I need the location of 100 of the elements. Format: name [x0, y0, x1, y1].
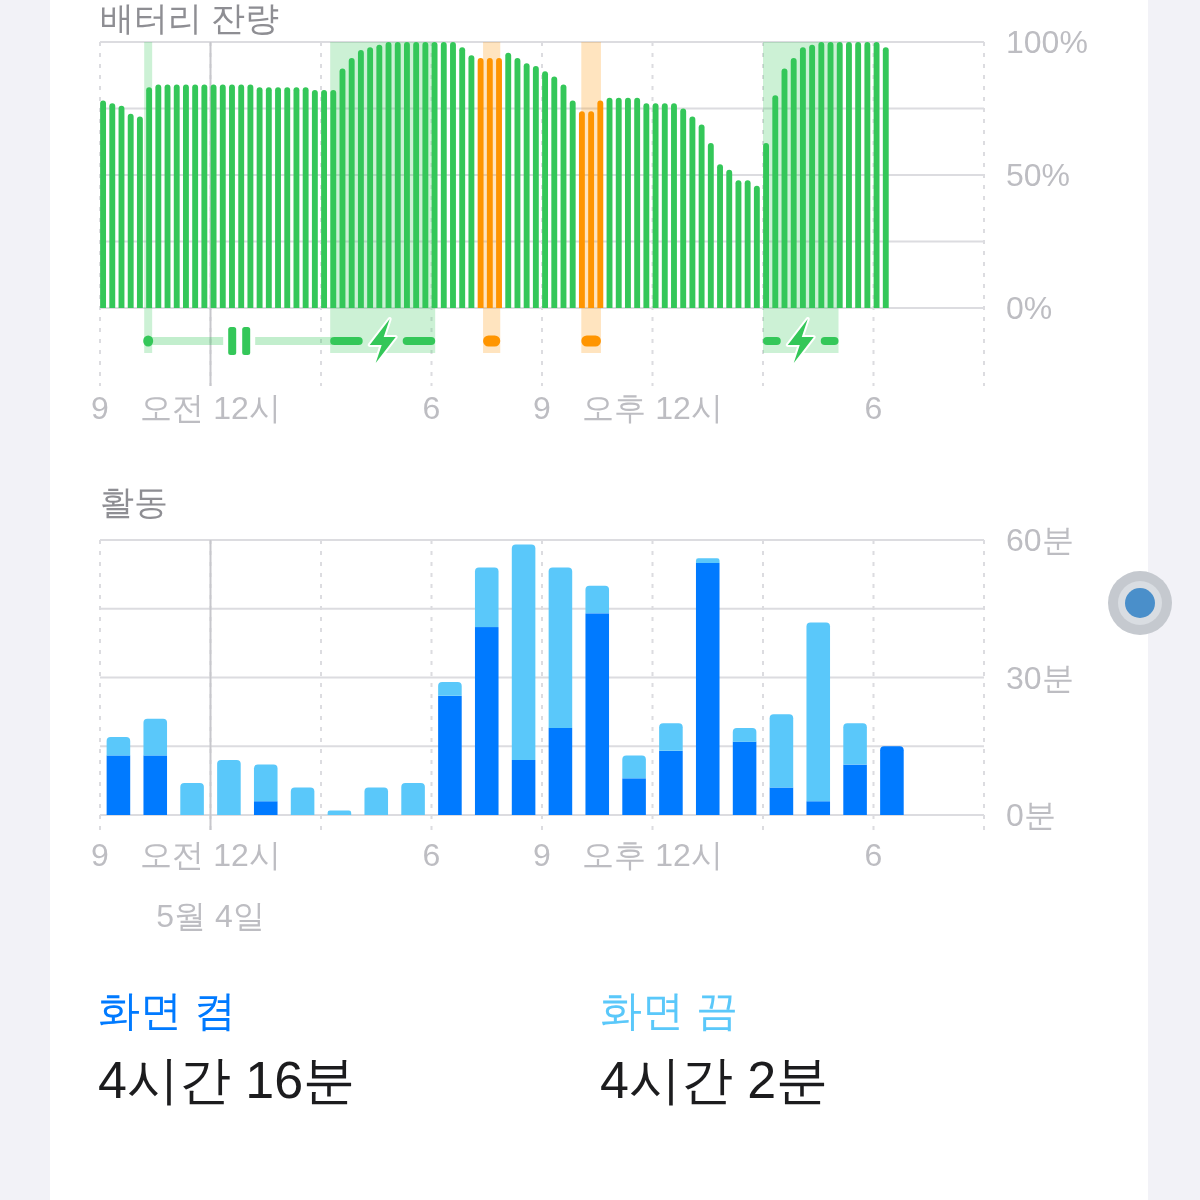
- bar: [625, 97, 631, 308]
- bar: [659, 750, 683, 815]
- bar: [290, 787, 315, 815]
- bar: [744, 180, 751, 308]
- bar: [474, 627, 499, 815]
- y-tick-label: 30분: [1006, 659, 1074, 696]
- bar: [661, 103, 668, 308]
- bar: [100, 100, 107, 308]
- bar: [735, 180, 742, 308]
- bar: [882, 47, 889, 308]
- x-tick-label: 오후 12시: [582, 837, 723, 873]
- bar: [284, 87, 291, 308]
- x-tick-label: 9: [533, 837, 551, 873]
- bar: [180, 782, 204, 815]
- bar: [376, 44, 383, 308]
- y-tick-label: 100%: [1006, 24, 1088, 60]
- bar: [404, 42, 410, 308]
- x-tick-label: 9: [533, 390, 551, 426]
- bar: [622, 755, 646, 779]
- bar: [585, 585, 610, 614]
- bar: [256, 87, 263, 308]
- bar: [253, 801, 278, 815]
- bar: [548, 727, 573, 815]
- bar: [551, 76, 558, 308]
- y-tick-label: 0분: [1006, 797, 1056, 833]
- bar: [327, 810, 352, 815]
- bar: [438, 695, 462, 815]
- bar: [210, 84, 217, 308]
- bar: [422, 42, 429, 308]
- bar: [717, 164, 723, 308]
- bar: [265, 87, 272, 308]
- bar: [622, 778, 646, 815]
- x-tick-label: 6: [864, 390, 883, 426]
- bar: [413, 42, 420, 308]
- bar: [143, 718, 168, 756]
- bar: [143, 755, 168, 815]
- bar: [238, 84, 245, 308]
- bar: [511, 760, 536, 815]
- chart-title: 배터리 잔량: [100, 0, 280, 37]
- bar: [695, 562, 720, 815]
- bar: [459, 47, 466, 308]
- bar: [855, 42, 862, 308]
- bar: [680, 108, 687, 308]
- bar: [364, 787, 389, 815]
- bar: [468, 55, 475, 308]
- bar: [799, 47, 806, 308]
- bar: [753, 185, 760, 308]
- bar: [790, 57, 797, 308]
- bar: [843, 764, 867, 815]
- bar: [615, 97, 622, 308]
- bar: [809, 44, 816, 308]
- bar: [532, 65, 539, 308]
- x-tick-label: 9: [91, 390, 109, 426]
- bar: [275, 87, 281, 308]
- bar: [548, 567, 573, 728]
- bar: [348, 57, 355, 308]
- bar: [201, 84, 208, 308]
- bar: [836, 42, 843, 308]
- bar: [438, 682, 462, 696]
- bar: [671, 103, 677, 308]
- x-tick-label: 9: [91, 837, 109, 873]
- bar: [367, 47, 374, 308]
- bar: [769, 787, 794, 815]
- bar: [659, 723, 683, 751]
- bar: [846, 42, 852, 308]
- bar: [357, 49, 364, 308]
- bar: [293, 87, 300, 308]
- bar: [394, 42, 401, 308]
- bar: [192, 84, 199, 308]
- bar: [806, 801, 831, 815]
- bar: [578, 111, 585, 308]
- bar: [732, 741, 757, 815]
- bar: [569, 100, 576, 308]
- bar: [769, 714, 794, 788]
- bar: [302, 87, 309, 308]
- bar: [732, 727, 757, 742]
- annotation: 4시간 2분: [600, 1051, 829, 1109]
- bar: [588, 111, 595, 308]
- bar: [401, 782, 425, 815]
- bar: [873, 42, 880, 308]
- bar: [818, 42, 825, 308]
- y-tick-label: 60분: [1006, 522, 1074, 558]
- bar: [183, 84, 189, 308]
- bar: [843, 723, 867, 765]
- bar: [109, 103, 116, 308]
- x-tick-label: 6: [422, 837, 441, 873]
- x-tick-label: 6: [422, 390, 441, 426]
- bar: [698, 124, 705, 308]
- bar: [511, 544, 536, 760]
- bar: [523, 63, 530, 308]
- bar: [542, 71, 549, 308]
- bar: [321, 89, 328, 308]
- bar: [106, 737, 131, 756]
- legend: 화면 켬 화면 끔: [98, 986, 738, 1034]
- bar: [880, 746, 904, 815]
- y-tick-label: 0%: [1006, 290, 1053, 326]
- bar: [634, 97, 641, 308]
- bar: [106, 755, 131, 815]
- bar: [726, 169, 733, 308]
- bar: [707, 143, 714, 308]
